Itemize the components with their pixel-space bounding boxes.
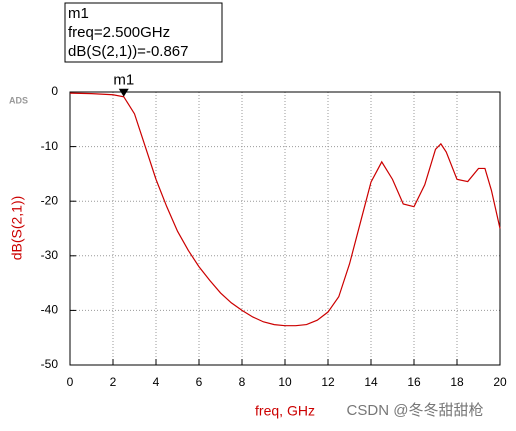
y-tick-label: -30 (41, 248, 59, 262)
marker-readout-line: m1 (68, 5, 89, 22)
y-tick-label: -20 (41, 193, 59, 207)
data-line (69, 92, 501, 327)
x-tick-label: 14 (364, 375, 378, 389)
y-tick-label: -10 (41, 139, 59, 153)
y-tick-label: -40 (41, 303, 59, 317)
x-tick-label: 6 (196, 375, 203, 389)
x-tick-label: 16 (407, 375, 421, 389)
x-tick-label: 12 (321, 375, 335, 389)
x-tick-label: 0 (67, 375, 74, 389)
x-tick-label: 18 (450, 375, 464, 389)
marker-readout-box (64, 2, 223, 63)
x-tick-label: 10 (278, 375, 292, 389)
plot-frame (69, 91, 501, 366)
marker-label: m1 (113, 72, 134, 89)
marker-readout-line: freq=2.500GHz (68, 24, 170, 41)
x-tick-label: 2 (110, 375, 117, 389)
x-tick-label: 20 (493, 375, 507, 389)
brand: ADS (9, 95, 28, 105)
x-axis-label: freq, GHz (255, 403, 315, 419)
marker-triangle (118, 88, 129, 97)
watermark: CSDN @冬冬甜甜枪 (347, 402, 484, 419)
y-tick-label: -50 (41, 357, 59, 371)
x-tick-label: 8 (239, 375, 246, 389)
marker-readout-line: dB(S(2,1))=-0.867 (68, 43, 188, 60)
y-axis-label: dB(S(2,1)) (9, 196, 25, 261)
x-tick-label: 4 (153, 375, 160, 389)
y-tick-label: 0 (51, 84, 58, 98)
